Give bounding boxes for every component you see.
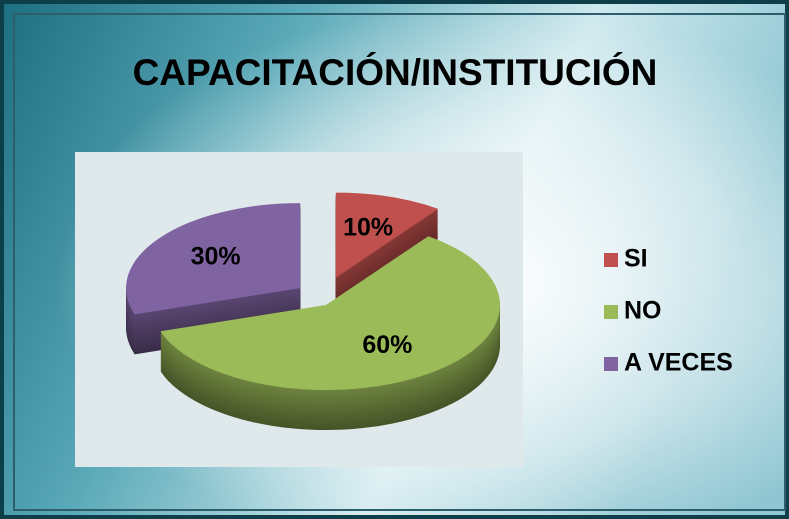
legend-label: SI (624, 245, 648, 273)
legend-label: NO (624, 297, 662, 325)
data-label: 60% (362, 331, 412, 359)
pie-slice (335, 192, 439, 278)
data-label: 10% (343, 214, 393, 242)
legend-swatch (604, 253, 618, 267)
legend-swatch (604, 357, 618, 371)
data-label: 30% (191, 243, 241, 271)
inner-frame (13, 13, 786, 511)
legend-swatch (604, 305, 618, 319)
chart-title: CAPACITACIÓN/INSTITUCIÓN (133, 51, 658, 93)
pie-slice (126, 203, 301, 315)
pie-slice (160, 236, 500, 390)
legend-label: A VECES (624, 349, 733, 377)
